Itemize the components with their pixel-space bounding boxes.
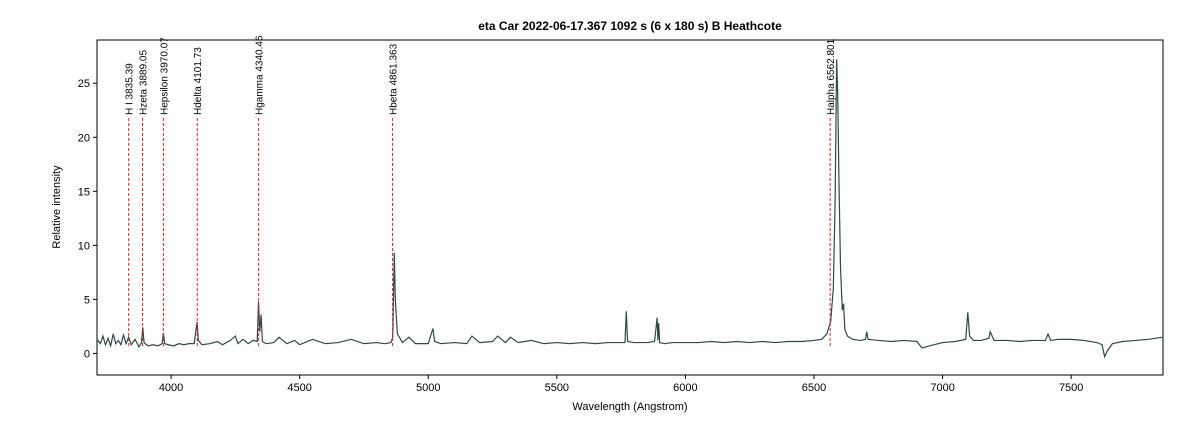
annotation-label: Hzeta 3889.05 (139, 50, 150, 115)
y-tick-label: 25 (78, 78, 90, 90)
x-axis-label: Wavelength (Angstrom) (572, 401, 687, 413)
plot-frame (96, 39, 1164, 376)
annotation-label: Hdelta 4101.73 (193, 47, 204, 115)
annotation-label: Hbeta 4861.363 (389, 43, 400, 115)
annotation-label: Hgamma 4340.46 (255, 35, 266, 115)
y-tick-label: 0 (84, 348, 90, 360)
x-tick-label: 6000 (673, 382, 697, 394)
x-tick-label: 5500 (545, 382, 569, 394)
y-axis-label: Relative intensity (51, 165, 63, 249)
x-tick-label: 7500 (1059, 382, 1083, 394)
chart-title: eta Car 2022-06-17.367 1092 s (6 x 180 s… (478, 19, 782, 33)
annotation-label: Hepsilon 3970.07 (159, 37, 170, 115)
y-tick-label: 15 (78, 186, 90, 198)
annotation-label: Halpha 6562.801 (826, 38, 837, 115)
y-tick-label: 10 (78, 240, 90, 252)
y-tick-label: 20 (78, 132, 90, 144)
spectrum-line (96, 59, 1164, 359)
x-tick-label: 7000 (930, 382, 954, 394)
x-tick-label: 5000 (416, 382, 440, 394)
x-tick-label: 4500 (287, 382, 311, 394)
x-tick-label: 4000 (159, 382, 183, 394)
x-tick-label: 6500 (802, 382, 826, 394)
y-tick-label: 5 (84, 294, 90, 306)
annotation-label: H I 3835.39 (125, 63, 136, 115)
